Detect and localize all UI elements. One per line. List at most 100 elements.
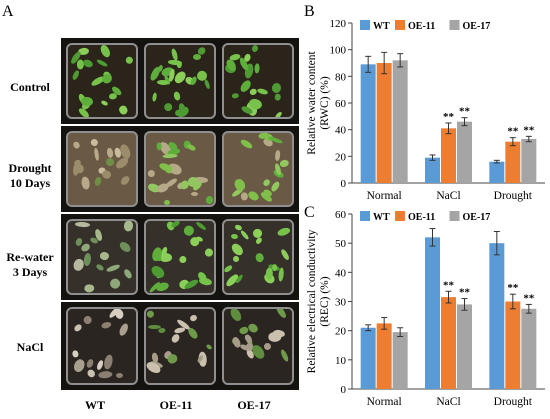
- y-tick-label: 80: [335, 71, 347, 83]
- y-tick-label: 100: [330, 45, 347, 57]
- seedling-leaf: [239, 138, 254, 151]
- significance-mark: **: [443, 111, 455, 123]
- panel-a-letter: A: [2, 3, 14, 20]
- seedling-leaf: [274, 110, 283, 117]
- seedling-leaf: [172, 69, 188, 86]
- y-tick-label: 20: [335, 326, 347, 338]
- seedling-leaf: [256, 87, 269, 96]
- seedling-leaf: [230, 335, 242, 349]
- bar-oe-17-nacl: [457, 121, 472, 183]
- seedling-leaf: [99, 251, 110, 261]
- tray-wt-drought: [66, 131, 138, 207]
- seedling-leaf: [205, 343, 214, 351]
- y-tick-label: 30: [335, 297, 347, 309]
- tray-oe17-drought: [222, 131, 294, 207]
- seedling-leaf: [275, 225, 291, 238]
- seedling-leaf: [191, 191, 199, 197]
- seedling-leaf: [146, 309, 156, 320]
- seedling-leaf: [167, 59, 183, 66]
- legend-label: OE-17: [463, 21, 491, 32]
- seedling-leaf: [157, 327, 166, 334]
- seedling-leaf: [96, 359, 105, 371]
- seedling-leaf: [73, 322, 84, 333]
- y-tick-label: 10: [335, 355, 347, 367]
- seedling-leaf: [228, 309, 244, 323]
- panel-letter: C: [304, 205, 315, 221]
- seedling-leaf: [162, 154, 178, 159]
- seedling-leaf: [247, 189, 261, 203]
- y-axis-title: (REC) (%): [319, 276, 331, 326]
- seedling-leaf: [239, 229, 251, 242]
- row-label-drought: Drought 10 Days: [8, 161, 52, 190]
- photo-row-nacl: [61, 302, 299, 390]
- bar-wt-normal: [360, 64, 376, 183]
- seedling-leaf: [108, 92, 118, 101]
- seedling-leaf: [224, 264, 234, 274]
- seedling-leaf: [95, 58, 109, 68]
- seedling-leaf: [164, 199, 171, 205]
- seedling-leaf: [85, 368, 97, 380]
- panel-letter: B: [304, 3, 315, 20]
- legend-swatch: [360, 211, 370, 221]
- seedling-leaf: [93, 176, 102, 187]
- seedling-leaf: [254, 62, 260, 74]
- seedling-leaf: [240, 191, 249, 201]
- seedling-leaf: [122, 268, 134, 280]
- seedling-leaf: [115, 373, 124, 379]
- seedling-leaf: [117, 104, 130, 117]
- seedling-leaf: [274, 309, 288, 320]
- seedling-leaf: [74, 221, 90, 228]
- bar-oe-11-nacl: [441, 128, 456, 183]
- seedling-leaf: [278, 158, 290, 168]
- row-label-nacl: NaCl: [16, 340, 44, 354]
- legend-label: OE-17: [463, 212, 491, 223]
- seedling-leaf: [89, 137, 100, 148]
- significance-mark: **: [443, 279, 455, 291]
- legend-swatch: [395, 20, 405, 30]
- bar-wt-nacl: [425, 237, 440, 389]
- seedling-leaf: [82, 314, 93, 326]
- seedling-leaf: [83, 252, 92, 267]
- seedling-leaf: [173, 91, 181, 101]
- seedling-leaf: [246, 321, 260, 335]
- panel-b-rwc-chart: B 0 20 40 60 80 100 120 Relative water content (R…: [304, 3, 545, 202]
- tray-oe11-nacl: [144, 307, 216, 385]
- seedling-leaf: [230, 241, 246, 258]
- y-tick-label: 60: [335, 209, 347, 221]
- seedling-leaf: [267, 332, 282, 343]
- bar-wt-normal: [360, 327, 376, 389]
- seedling-leaf: [170, 332, 182, 345]
- bar-oe-11-normal: [376, 323, 392, 389]
- x-tick-label: NaCl: [436, 190, 460, 202]
- seedling-leaf: [95, 263, 106, 272]
- row-label-control: Control: [10, 80, 50, 94]
- seedling-leaf: [203, 79, 212, 91]
- seedling-leaf: [151, 92, 157, 103]
- bar-wt-drought: [489, 161, 505, 183]
- bar-oe-11-drought: [505, 301, 521, 389]
- seedling-leaf: [254, 252, 265, 264]
- seedling-leaf: [263, 341, 273, 352]
- seedling-leaf: [195, 221, 208, 232]
- seedling-leaf: [100, 169, 112, 180]
- seedling-leaf: [274, 149, 281, 161]
- y-tick-label: 40: [335, 267, 347, 279]
- seedling-leaf: [188, 177, 198, 187]
- photo-row-rewater: [61, 214, 299, 300]
- seedling-leaf: [173, 326, 186, 334]
- seedling-leaf: [83, 283, 95, 293]
- y-axis-title: Relative electrical conductivity: [306, 229, 318, 373]
- x-tick-label: Drought: [494, 396, 533, 408]
- seedling-leaf: [93, 147, 100, 162]
- row-label-rewater: Re-water 3 Days: [6, 250, 54, 279]
- x-tick-label: Normal: [367, 396, 402, 408]
- legend-label: WT: [373, 212, 390, 223]
- seedling-leaf: [163, 101, 174, 113]
- panel-c-rec-chart: C 0 10 20 30 40 50 60 Relative electrical conduc…: [304, 205, 545, 408]
- y-axis-title: Relative water content: [306, 50, 318, 154]
- seedling-leaf: [271, 82, 282, 94]
- significance-mark: **: [459, 287, 471, 299]
- column-label-oe17: OE-17: [237, 398, 271, 412]
- bar-oe-17-normal: [392, 60, 408, 184]
- bar-oe-11-nacl: [441, 297, 456, 389]
